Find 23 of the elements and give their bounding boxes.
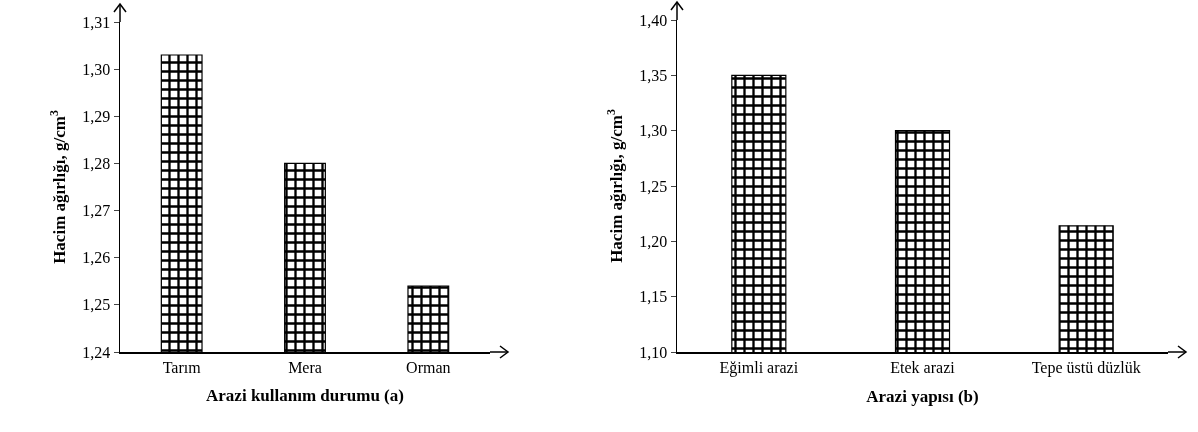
y-tick-label: 1,15 <box>639 288 668 306</box>
x-axis-title: Arazi yapısı (b) <box>866 386 979 406</box>
x-tick-label: Mera <box>288 358 322 376</box>
y-tick-label: 1,28 <box>82 155 111 173</box>
x-tick-label: Tepe üstü düzlük <box>1031 358 1141 377</box>
y-tick-label: 1,24 <box>82 343 111 361</box>
y-tick-label: 1,35 <box>639 66 668 84</box>
x-tick-label: Etek arazi <box>890 358 956 376</box>
x-tick-label: Orman <box>406 358 451 376</box>
y-tick-label: 1,27 <box>82 202 111 220</box>
y-tick-label: 1,29 <box>82 107 111 125</box>
y-tick-label: 1,25 <box>82 296 111 314</box>
x-tick-label: Eğimli arazi <box>719 358 799 377</box>
y-tick-label: 1,26 <box>82 249 111 267</box>
y-tick-label: 1,20 <box>639 232 668 250</box>
x-tick-label: Tarım <box>162 358 202 376</box>
y-tick-label: 1,31 <box>82 13 111 31</box>
y-tick-label: 1,10 <box>639 343 668 361</box>
y-tick-label: 1,40 <box>639 11 668 29</box>
y-tick-label: 1,25 <box>639 177 668 195</box>
y-tick-label: 1,30 <box>82 60 111 78</box>
y-tick-label: 1,30 <box>639 122 668 140</box>
x-axis-title: Arazi kullanım durumu (a) <box>206 385 404 405</box>
